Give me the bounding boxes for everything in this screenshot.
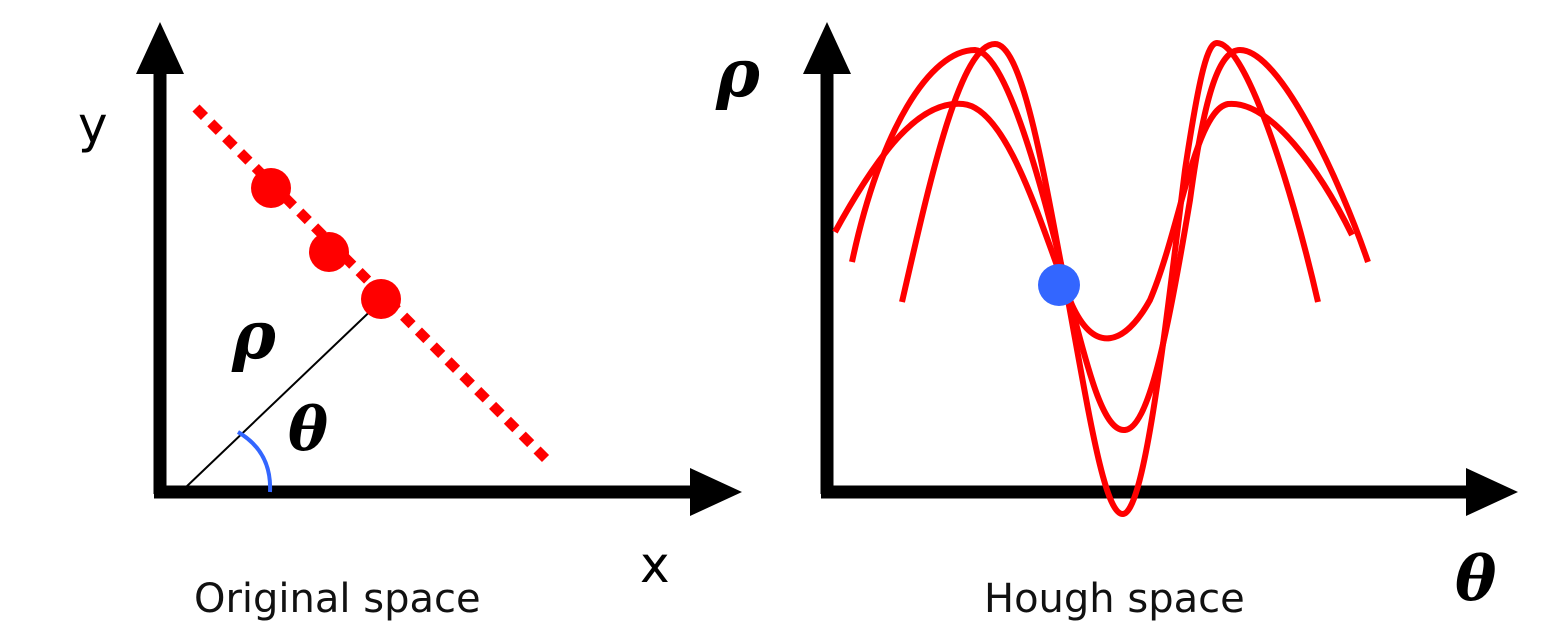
rho-normal-line: [184, 299, 383, 489]
original-space-caption: Original space: [194, 576, 481, 622]
theta-label: θ: [288, 395, 328, 465]
hough-space-caption: Hough space: [984, 576, 1245, 622]
rho-label: ρ: [231, 296, 277, 374]
hough-rho-axis-arrowhead: [803, 22, 851, 74]
hough-rho-label: ρ: [715, 34, 761, 112]
data-point: [361, 279, 401, 319]
data-point: [309, 232, 349, 272]
original-y-label: y: [78, 96, 108, 154]
hough-theta-label: θ: [1455, 542, 1497, 615]
data-point: [251, 168, 291, 208]
theta-angle-arc: [236, 430, 273, 493]
original-space-panel: y x ρ θ: [78, 22, 742, 594]
hough-curve-1: [832, 100, 1355, 342]
hough-curve-3: [899, 39, 1321, 517]
original-x-axis-arrowhead: [690, 468, 742, 516]
hough-theta-axis-arrowhead: [1466, 468, 1518, 516]
original-y-axis-arrowhead: [136, 22, 184, 74]
hough-space-panel: ρ θ: [715, 22, 1518, 615]
original-x-label: x: [640, 536, 670, 594]
hough-curve-2: [849, 46, 1371, 433]
intersection-point: [1038, 264, 1080, 306]
